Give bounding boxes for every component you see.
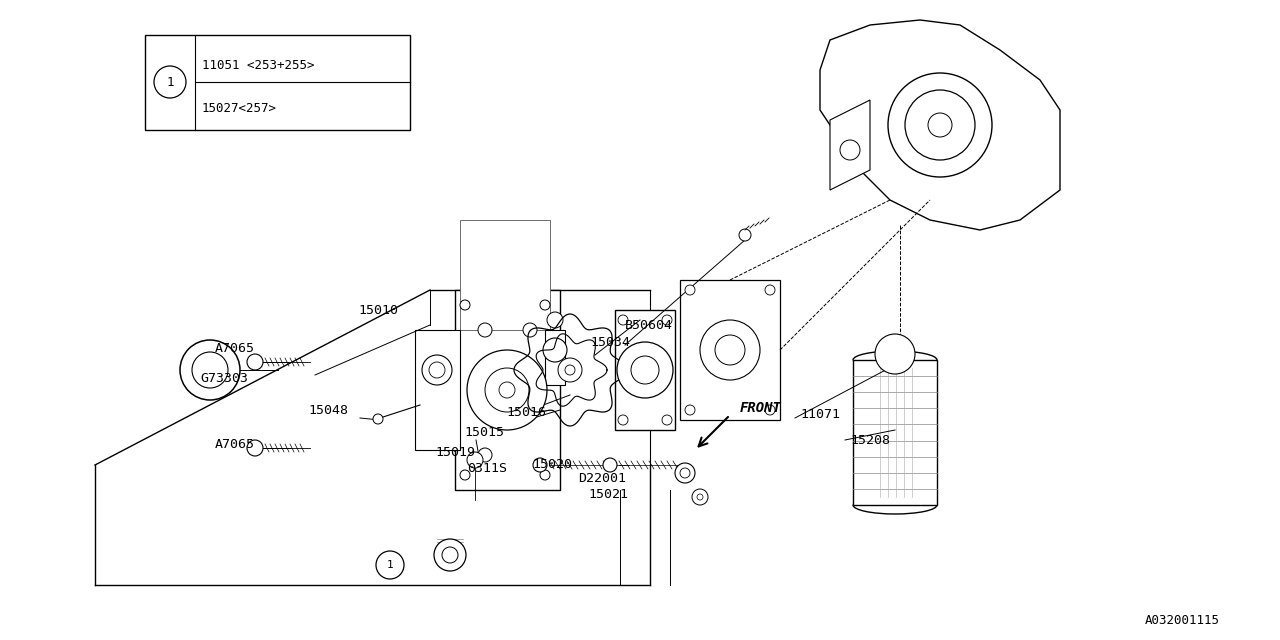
Text: 15027<257>: 15027<257>	[202, 102, 276, 115]
Text: A7065: A7065	[215, 342, 255, 355]
Text: 1: 1	[387, 560, 393, 570]
Circle shape	[467, 452, 483, 468]
Text: A7065: A7065	[215, 438, 255, 451]
Circle shape	[532, 458, 547, 472]
Circle shape	[422, 355, 452, 385]
Text: 11051 <253+255>: 11051 <253+255>	[202, 58, 315, 72]
Circle shape	[617, 342, 673, 398]
Text: 15048: 15048	[308, 403, 348, 417]
Circle shape	[680, 468, 690, 478]
Circle shape	[662, 415, 672, 425]
Circle shape	[905, 90, 975, 160]
Text: FRONT: FRONT	[740, 401, 782, 415]
Text: A032001115: A032001115	[1146, 614, 1220, 627]
Text: B50604: B50604	[625, 319, 673, 332]
Circle shape	[618, 415, 628, 425]
Circle shape	[618, 315, 628, 325]
Circle shape	[543, 338, 567, 362]
Polygon shape	[680, 280, 780, 420]
Bar	[460, 220, 550, 330]
Text: 11071: 11071	[800, 408, 840, 420]
Circle shape	[524, 323, 538, 337]
Circle shape	[685, 405, 695, 415]
Circle shape	[434, 539, 466, 571]
Polygon shape	[454, 290, 561, 490]
Circle shape	[765, 285, 774, 295]
Circle shape	[675, 463, 695, 483]
Circle shape	[603, 458, 617, 472]
Circle shape	[154, 66, 186, 98]
Circle shape	[928, 113, 952, 137]
Circle shape	[429, 362, 445, 378]
Circle shape	[876, 334, 915, 374]
Circle shape	[700, 320, 760, 380]
Circle shape	[485, 368, 529, 412]
Text: 15015: 15015	[465, 426, 504, 438]
Bar	[852, 360, 937, 505]
Circle shape	[662, 315, 672, 325]
Circle shape	[376, 551, 404, 579]
Circle shape	[888, 73, 992, 177]
Circle shape	[442, 547, 458, 563]
Text: 15019: 15019	[435, 445, 475, 458]
Polygon shape	[614, 310, 675, 430]
Circle shape	[460, 470, 470, 480]
Polygon shape	[829, 100, 870, 190]
Text: 15016: 15016	[506, 406, 547, 419]
Text: 15021: 15021	[588, 488, 628, 500]
Bar	[545, 330, 564, 385]
Circle shape	[698, 494, 703, 500]
Text: 15208: 15208	[850, 433, 890, 447]
Circle shape	[540, 300, 550, 310]
Circle shape	[477, 323, 492, 337]
Text: 15010: 15010	[358, 303, 398, 317]
Circle shape	[564, 365, 575, 375]
Text: 15034: 15034	[590, 335, 630, 349]
Circle shape	[765, 405, 774, 415]
Circle shape	[460, 300, 470, 310]
Text: 0311S: 0311S	[467, 461, 507, 474]
Bar	[145, 35, 410, 130]
Circle shape	[540, 470, 550, 480]
Circle shape	[685, 285, 695, 295]
Circle shape	[477, 448, 492, 462]
Circle shape	[692, 489, 708, 505]
Polygon shape	[820, 20, 1060, 230]
Circle shape	[180, 340, 241, 400]
Circle shape	[716, 335, 745, 365]
Circle shape	[547, 312, 563, 328]
Circle shape	[247, 440, 262, 456]
Text: 1: 1	[166, 76, 174, 88]
Circle shape	[631, 356, 659, 384]
Text: G73303: G73303	[200, 371, 248, 385]
Polygon shape	[415, 330, 460, 450]
Circle shape	[499, 382, 515, 398]
Circle shape	[467, 350, 547, 430]
Circle shape	[840, 140, 860, 160]
Circle shape	[247, 354, 262, 370]
Circle shape	[739, 229, 751, 241]
Circle shape	[372, 414, 383, 424]
Circle shape	[558, 358, 582, 382]
Circle shape	[192, 352, 228, 388]
Text: 15020: 15020	[532, 458, 572, 472]
Text: D22001: D22001	[579, 472, 626, 484]
